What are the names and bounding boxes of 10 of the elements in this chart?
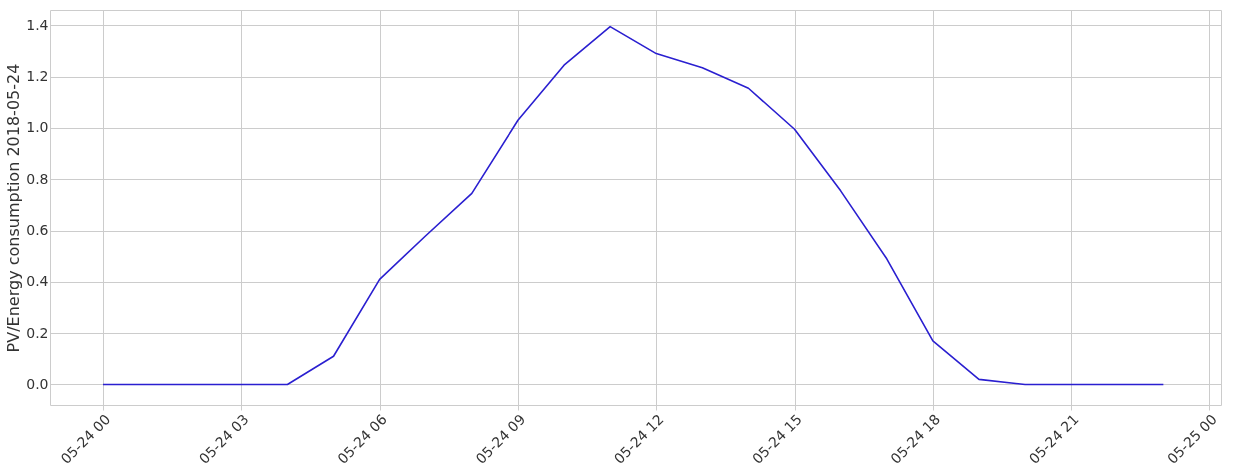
y-tick-label: 1.0 — [26, 119, 49, 136]
y-tick-label: 1.2 — [26, 68, 49, 85]
y-tick-label: 0.4 — [26, 273, 49, 290]
y-tick-label: 0.8 — [26, 170, 49, 187]
y-tick-label: 0.2 — [26, 324, 49, 341]
y-tick-label: 0.6 — [26, 222, 49, 239]
y-tick-label: 1.4 — [26, 16, 49, 33]
line-series — [102, 25, 1165, 386]
y-tick-label: 0.0 — [26, 375, 49, 392]
y-axis-title: PV/Energy consumption 2018-05-24 — [4, 63, 24, 353]
